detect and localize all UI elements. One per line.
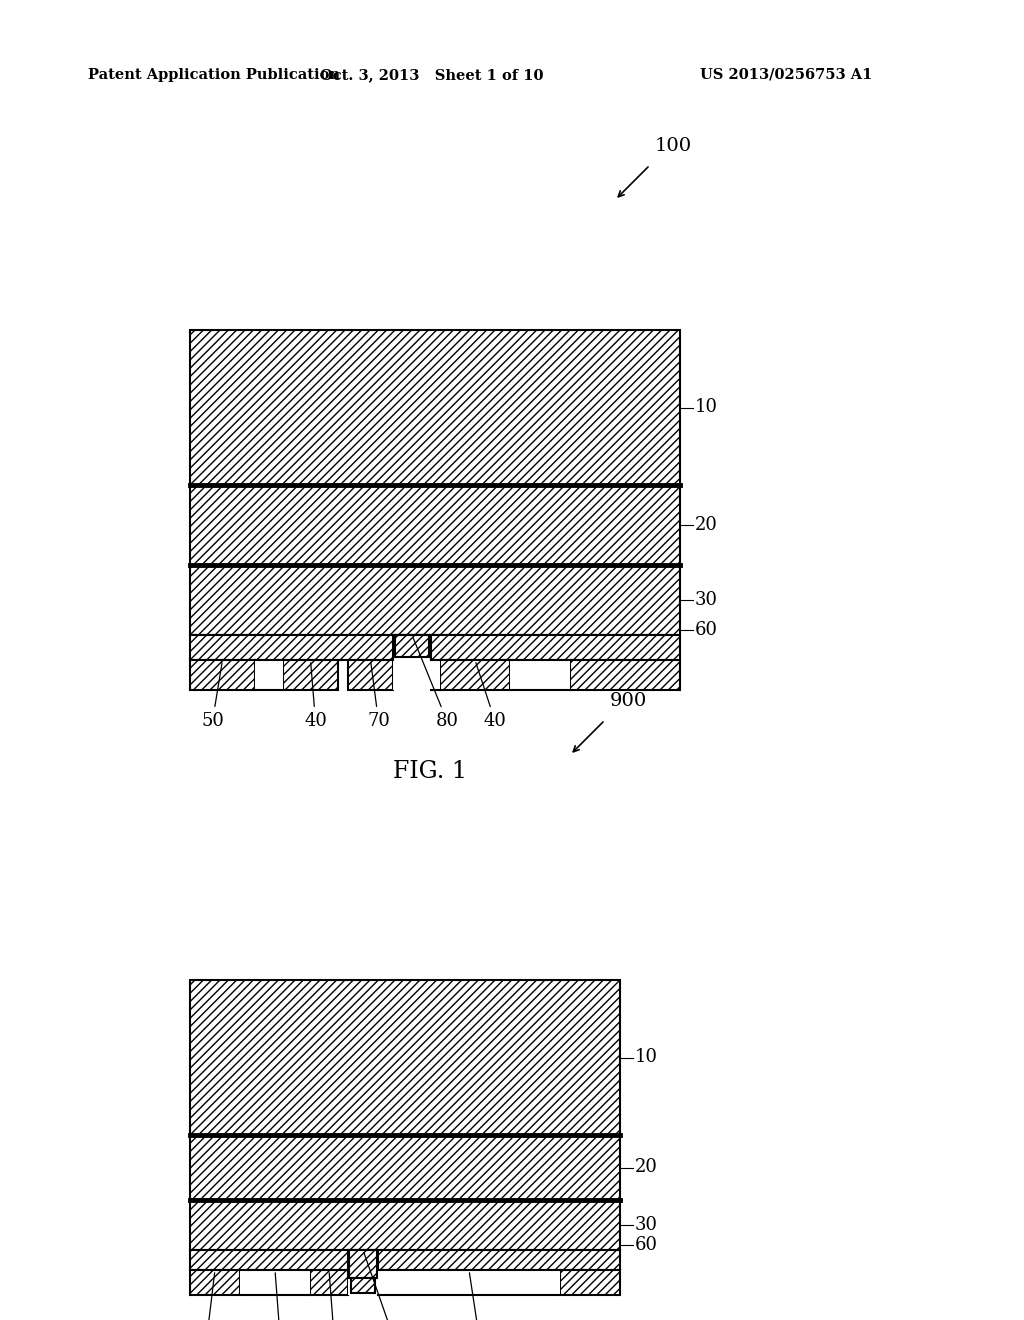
Text: FIG. 1: FIG. 1 xyxy=(393,760,467,783)
Bar xyxy=(240,1270,310,1295)
Text: 900: 900 xyxy=(610,692,647,710)
Bar xyxy=(190,1250,620,1270)
Bar xyxy=(348,660,393,690)
Text: 20: 20 xyxy=(695,516,718,535)
Bar xyxy=(283,660,338,690)
Bar xyxy=(560,1270,620,1295)
Text: 10: 10 xyxy=(695,399,718,417)
Text: 70: 70 xyxy=(367,663,390,730)
Bar xyxy=(440,660,510,690)
Bar xyxy=(190,484,680,565)
Bar xyxy=(190,1200,620,1250)
Bar xyxy=(310,1270,348,1295)
Bar xyxy=(190,330,680,484)
Bar xyxy=(348,1250,378,1295)
Text: Patent Application Publication: Patent Application Publication xyxy=(88,69,340,82)
Bar xyxy=(190,635,680,660)
Text: 60: 60 xyxy=(635,1236,658,1254)
Bar xyxy=(190,1270,240,1295)
Bar xyxy=(349,1250,377,1278)
Text: 60: 60 xyxy=(695,620,718,639)
Text: 50: 50 xyxy=(201,663,224,730)
Text: 40: 40 xyxy=(304,663,327,730)
Bar xyxy=(378,1270,560,1295)
Bar xyxy=(395,635,429,657)
Bar xyxy=(570,660,680,690)
Text: 40: 40 xyxy=(476,663,507,730)
Text: US 2013/0256753 A1: US 2013/0256753 A1 xyxy=(700,69,872,82)
Text: 20: 20 xyxy=(635,1159,657,1176)
Text: 70: 70 xyxy=(323,1272,345,1320)
Bar xyxy=(510,660,570,690)
Text: 40: 40 xyxy=(268,1272,292,1320)
Bar xyxy=(431,660,440,690)
Text: 80: 80 xyxy=(413,638,459,730)
Text: 30: 30 xyxy=(635,1216,658,1234)
Text: Oct. 3, 2013   Sheet 1 of 10: Oct. 3, 2013 Sheet 1 of 10 xyxy=(321,69,544,82)
Bar xyxy=(190,565,680,635)
Bar xyxy=(190,979,620,1135)
Bar xyxy=(190,660,255,690)
Text: 40: 40 xyxy=(468,1272,490,1320)
Bar xyxy=(255,660,283,690)
Bar xyxy=(393,635,431,690)
Bar xyxy=(190,1135,620,1200)
Text: 10: 10 xyxy=(635,1048,658,1067)
Text: 30: 30 xyxy=(695,591,718,609)
Bar xyxy=(351,1278,375,1294)
Text: 990: 990 xyxy=(364,1253,411,1320)
Text: 100: 100 xyxy=(655,137,692,154)
Text: 50: 50 xyxy=(196,1272,218,1320)
